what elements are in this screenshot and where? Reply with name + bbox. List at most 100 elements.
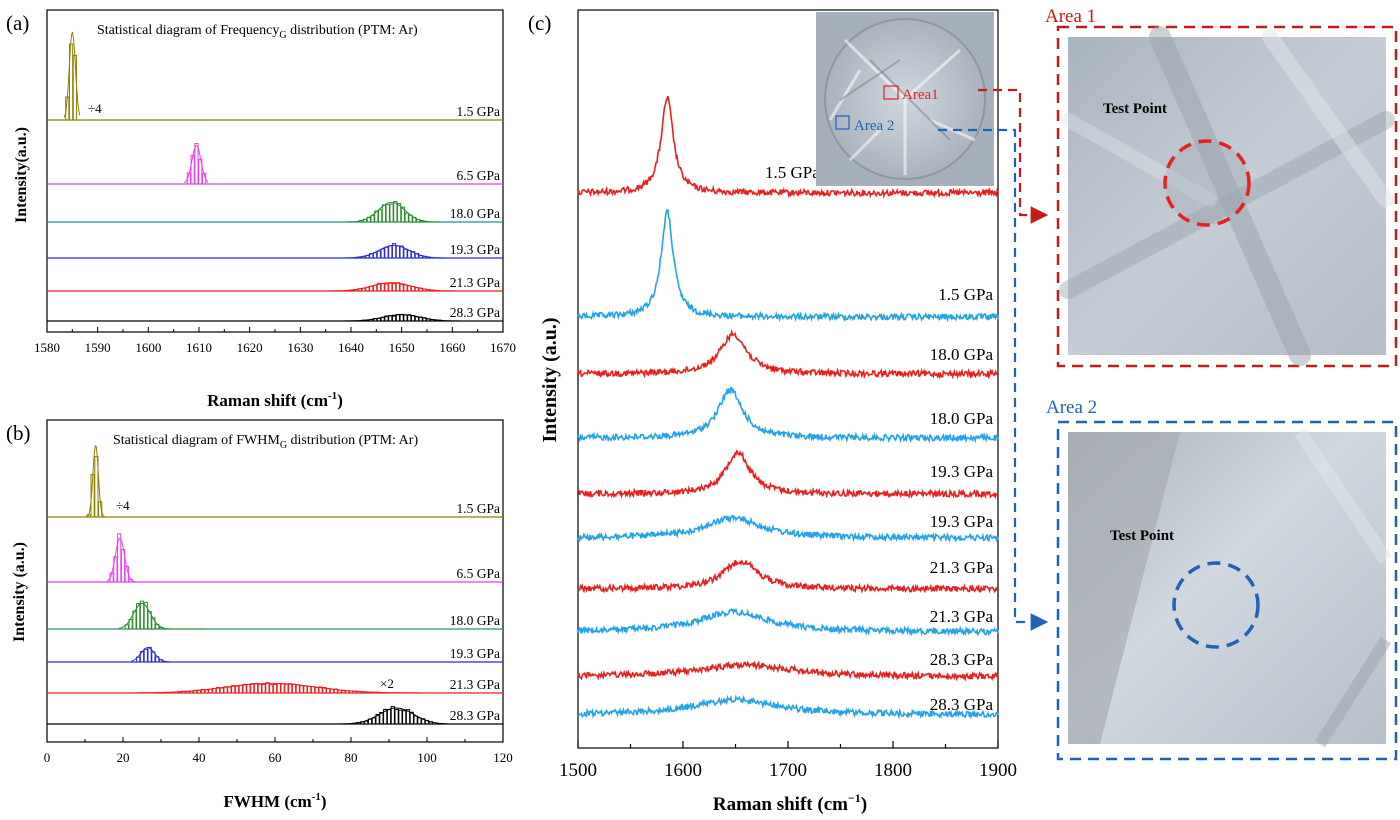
- series-6-5-GPa: 6.5 GPa: [47, 533, 503, 583]
- histogram-bar: [124, 624, 129, 630]
- panel-a-title: Statistical diagram of FrequencyG distri…: [97, 23, 418, 41]
- histogram-bar: [403, 248, 408, 259]
- panel-a-ylabel: Intensity(a.u.): [13, 127, 30, 223]
- histogram-bar: [390, 706, 395, 725]
- x-tick-label: 1700: [769, 760, 807, 781]
- spectrum-line: [577, 95, 999, 199]
- histogram-bar: [253, 682, 259, 694]
- panel-a-frame: [46, 9, 504, 333]
- histogram-bar: [389, 203, 394, 223]
- histogram-bar: [215, 686, 221, 694]
- spectrum-1-5-GPa-area2: 1.5 GPa: [577, 209, 999, 323]
- panel-b-frame: [46, 419, 504, 743]
- histogram-bar: [383, 708, 388, 725]
- series-19-3-GPa: 19.3 GPa: [47, 242, 503, 259]
- spectrum-28-3-GPa-area1: 28.3 GPa: [577, 650, 999, 682]
- x-tick-label: 1650: [389, 340, 415, 355]
- histogram-bar: [374, 210, 379, 223]
- area1-frame: [1056, 25, 1398, 368]
- panel-a-series: 1.5 GPa 6.5 GPa 18.0 GPa 19.3 GPa 21.3 GPa 28…: [47, 31, 503, 322]
- histogram-bar: [381, 204, 387, 223]
- area2-test-point-circle: [1172, 561, 1260, 649]
- inset-area2-marker: [835, 115, 850, 130]
- series-label: 28.3 GPa: [450, 708, 500, 723]
- fit-curve: [321, 282, 466, 292]
- histogram-bar: [394, 708, 399, 725]
- histogram-bar: [380, 248, 385, 259]
- histogram-bar: [372, 252, 378, 259]
- histogram-bar: [364, 720, 369, 725]
- histogram-bar: [337, 689, 342, 694]
- fit-curve: [340, 244, 447, 259]
- histogram-bar: [314, 687, 319, 694]
- histogram-bar: [397, 203, 402, 223]
- spectrum-label: 19.3 GPa: [930, 462, 994, 481]
- spectrum-label: 18.0 GPa: [930, 345, 994, 364]
- histogram-bar: [288, 683, 293, 694]
- histogram-bar: [238, 684, 243, 694]
- x-tick-label: 1660: [439, 340, 465, 355]
- series-label: 21.3 GPa: [450, 677, 500, 692]
- histogram-bar: [384, 246, 389, 259]
- histogram-bar: [376, 282, 381, 292]
- spectrum-19-3-GPa-area2: 19.3 GPa: [577, 512, 999, 544]
- histogram-bar: [407, 314, 412, 322]
- histogram-bar: [403, 284, 408, 292]
- histogram-bar: [417, 717, 422, 725]
- spectrum-line: [577, 559, 999, 594]
- series-label: 19.3 GPa: [450, 646, 500, 661]
- panel-a: (a) Statistical diagram of FrequencyG di…: [6, 9, 516, 410]
- histogram-bar: [139, 600, 145, 630]
- series-label: 6.5 GPa: [457, 566, 501, 581]
- x-tick-label: 120: [493, 750, 513, 765]
- histogram-bar: [322, 687, 327, 694]
- series-28-3-GPa: 28.3 GPa: [47, 305, 503, 322]
- histogram-bar: [399, 245, 404, 259]
- spectrum-line: [577, 514, 999, 544]
- histogram-bar: [291, 683, 297, 694]
- spectrum-line: [577, 607, 999, 637]
- histogram-bar: [386, 708, 392, 725]
- histogram-bar: [375, 714, 380, 725]
- spectrum-line: [577, 386, 999, 444]
- histogram-bar: [136, 603, 141, 630]
- histogram-bar: [395, 282, 400, 292]
- histogram-bar: [284, 683, 289, 694]
- histogram-bar: [219, 687, 224, 694]
- histogram-bar: [341, 690, 346, 694]
- histogram-bar: [143, 648, 148, 663]
- histogram-bar: [405, 709, 411, 725]
- spectrum-18-0-GPa-area2: 18.0 GPa: [577, 386, 999, 444]
- area1-panel: Area 1 Test Point: [1045, 6, 1398, 368]
- x-tick-label: 1800: [874, 760, 912, 781]
- histogram-bar: [398, 709, 403, 725]
- area2-frame: [1056, 420, 1398, 761]
- area1-texture: [1059, 26, 1395, 366]
- fit-curve: [118, 602, 204, 630]
- x-tick-label: 40: [193, 750, 206, 765]
- x-tick-label: 1670: [490, 340, 516, 355]
- x-tick-label: 20: [117, 750, 130, 765]
- histogram-bar: [410, 251, 416, 259]
- histogram-bar: [250, 683, 255, 694]
- histogram-bar: [388, 245, 393, 259]
- histogram-bar: [388, 282, 393, 292]
- histogram-bar: [379, 711, 384, 725]
- area2-title: Area 2: [1046, 397, 1097, 418]
- histogram-bar: [94, 455, 99, 518]
- histogram-bar: [391, 243, 397, 259]
- histogram-bar: [400, 206, 406, 223]
- inset-area1-label: Area1: [902, 87, 939, 103]
- histogram-bar: [391, 283, 397, 292]
- inset-cracks: [828, 38, 976, 175]
- x-tick-label: 1610: [186, 340, 212, 355]
- spectrum-line: [577, 449, 999, 500]
- spectrum-label: 28.3 GPa: [930, 650, 994, 669]
- histogram-bar: [299, 685, 304, 694]
- x-tick-label: 1590: [85, 340, 111, 355]
- fit-curve: [348, 201, 441, 223]
- histogram-bar: [120, 549, 126, 583]
- panel-b-xlabel: FWHM (cm-1): [223, 791, 326, 811]
- spectrum-label: 19.3 GPa: [930, 512, 994, 531]
- histogram-bar: [151, 617, 156, 630]
